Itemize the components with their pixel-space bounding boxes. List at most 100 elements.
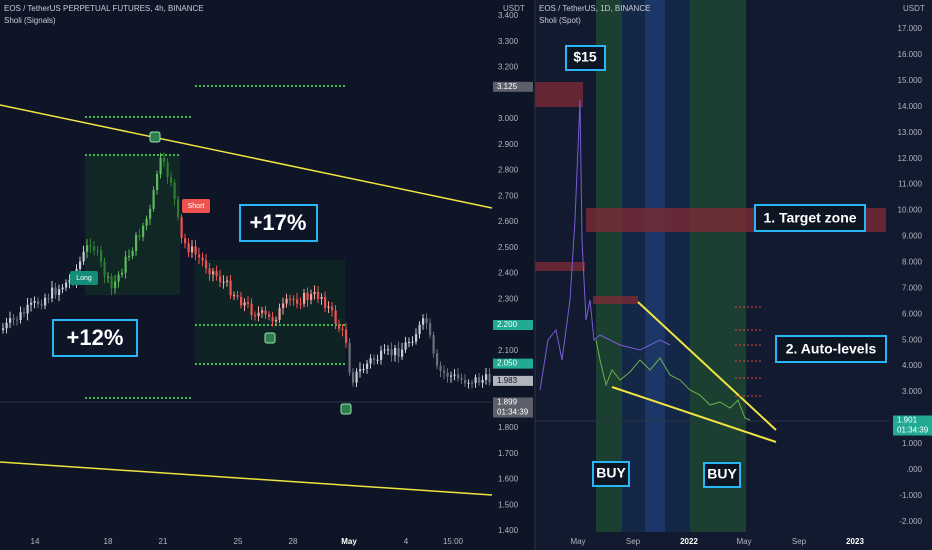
candle <box>121 272 124 275</box>
price-label: 3.000 <box>902 387 923 396</box>
candle <box>198 254 201 258</box>
candle <box>110 276 113 289</box>
candle <box>380 350 383 360</box>
candle <box>37 301 40 305</box>
candle <box>296 299 299 304</box>
candle <box>425 318 428 323</box>
candle <box>240 296 243 306</box>
price-label: 1.800 <box>498 423 519 432</box>
wedge-line <box>611 386 777 443</box>
candle <box>478 377 481 383</box>
gain-label: +17% <box>250 210 307 235</box>
callout-box <box>52 319 138 357</box>
candle <box>334 310 337 325</box>
candle <box>79 261 82 269</box>
candle <box>278 308 281 320</box>
callout-box <box>703 462 741 488</box>
candle <box>222 281 225 283</box>
signal-icon <box>340 403 352 415</box>
candle <box>264 310 267 315</box>
price-tag-label: 2.200 <box>497 320 518 329</box>
gain-label: +12% <box>67 325 124 350</box>
price-label: 1.000 <box>902 439 923 448</box>
countdown: 01:34:39 <box>897 426 929 435</box>
candle <box>243 302 246 306</box>
candle <box>439 365 442 371</box>
price-label: 2.800 <box>498 166 519 175</box>
time-label: Sep <box>626 537 641 546</box>
candle <box>47 297 50 299</box>
price-label: 8.000 <box>902 257 923 266</box>
currency: USDT <box>503 4 525 13</box>
candle <box>275 319 278 322</box>
candle <box>149 208 152 219</box>
price-label: 3.400 <box>498 11 519 20</box>
candle <box>467 382 470 384</box>
candle <box>5 322 8 329</box>
candle <box>257 312 260 316</box>
candle <box>331 306 334 311</box>
candle <box>173 182 176 200</box>
indicator: Sholi (Signals) <box>4 16 56 25</box>
candle <box>355 371 358 383</box>
candle <box>450 375 453 377</box>
candle <box>422 318 425 325</box>
price-label: 1.400 <box>498 526 519 535</box>
time-label: 21 <box>159 537 168 546</box>
price-tag <box>493 358 533 369</box>
candle <box>212 271 215 275</box>
candle <box>292 299 295 301</box>
price-tag <box>493 397 533 418</box>
candle <box>443 370 446 373</box>
candle <box>457 374 460 379</box>
candle <box>306 292 309 300</box>
time-label: 25 <box>234 537 243 546</box>
candle <box>215 271 218 277</box>
price-label: 4.000 <box>902 361 923 370</box>
price-label: 3.300 <box>498 37 519 46</box>
zone <box>593 296 638 304</box>
candle <box>324 296 327 308</box>
signal-icon <box>149 131 161 143</box>
price-label: 3.000 <box>498 114 519 123</box>
price-label: 7.000 <box>902 283 923 292</box>
candle <box>44 297 47 306</box>
candle <box>348 343 351 373</box>
level-lines <box>85 85 345 399</box>
candle <box>23 312 26 314</box>
price-label: 2.900 <box>498 140 519 149</box>
candle <box>387 349 390 351</box>
price-label: 2.500 <box>498 243 519 252</box>
candle <box>51 287 54 299</box>
price-tag-label: 1.983 <box>497 376 518 385</box>
candle <box>404 342 407 350</box>
buy-label: BUY <box>707 466 737 482</box>
callout-box <box>565 45 606 71</box>
time-label: 2023 <box>846 537 864 546</box>
price-label: .000 <box>906 465 922 474</box>
candle <box>107 276 110 278</box>
candle <box>201 257 204 261</box>
candle <box>401 349 404 357</box>
price-label: 5.000 <box>902 335 923 344</box>
short-badge <box>182 199 210 213</box>
candle <box>345 329 348 344</box>
candle <box>383 349 386 351</box>
candle <box>289 298 292 300</box>
trend-line <box>0 461 493 496</box>
candle <box>369 358 372 364</box>
title: EOS / TetherUS, 1D, BINANCE <box>539 4 650 13</box>
candle <box>471 382 474 384</box>
candle <box>317 291 320 299</box>
candle <box>303 292 306 304</box>
price-label: 15.000 <box>898 76 923 85</box>
candle <box>485 374 488 380</box>
price-label: 2.300 <box>498 294 519 303</box>
candle <box>177 199 180 217</box>
candle <box>261 310 264 313</box>
candle <box>408 341 411 343</box>
candle <box>9 318 12 323</box>
price-label: 2.600 <box>498 217 519 226</box>
price-label: 2.700 <box>498 191 519 200</box>
